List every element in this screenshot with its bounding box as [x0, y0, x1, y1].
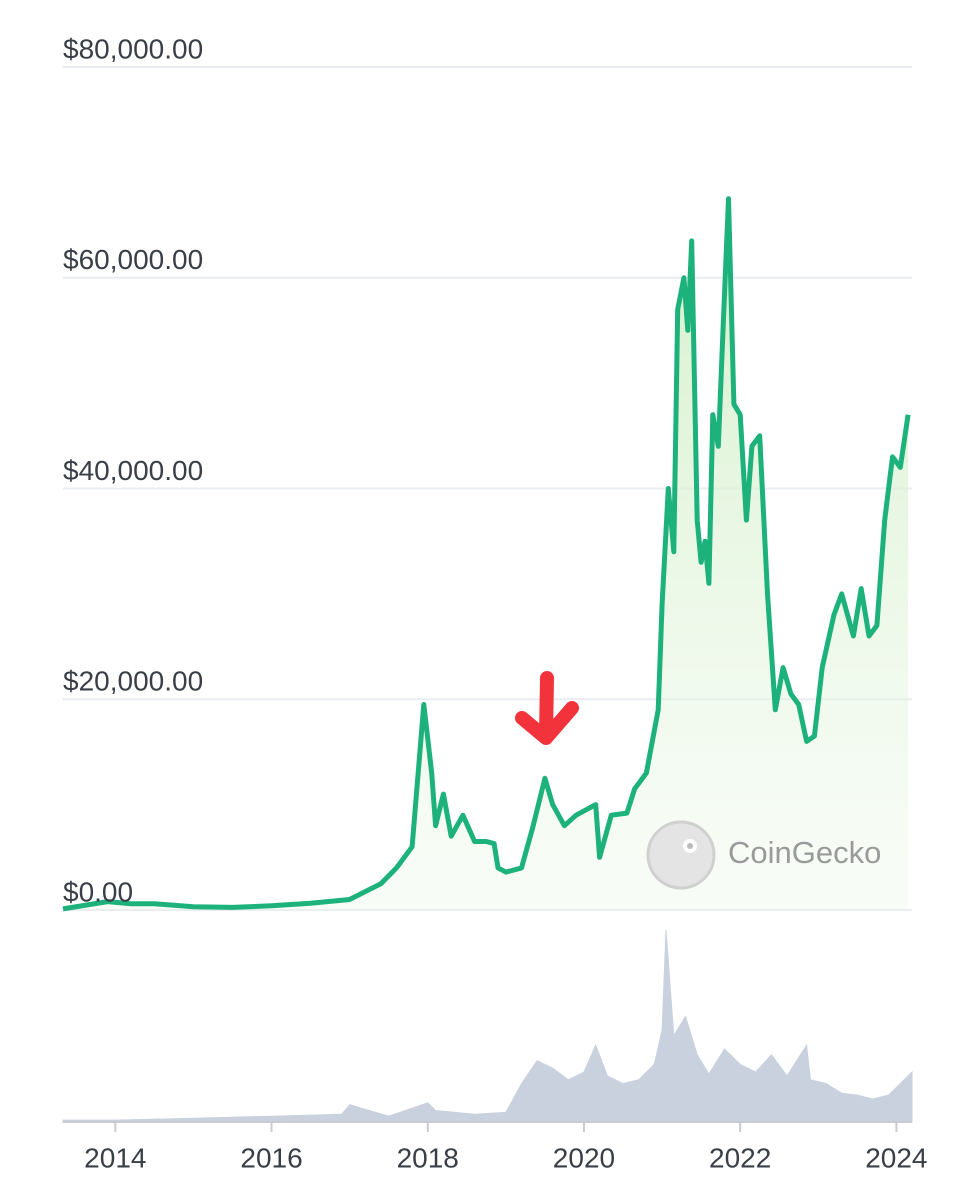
hand-drawn-arrow [515, 671, 579, 745]
y-tick-label: $80,000.00 [63, 33, 203, 64]
x-tick-label: 2022 [709, 1142, 771, 1173]
y-tick-label: $40,000.00 [63, 455, 203, 486]
volume-area [62, 929, 913, 1123]
y-tick-label: $0.00 [63, 876, 133, 907]
y-tick-label: $20,000.00 [63, 666, 203, 697]
x-tick-label: 2020 [553, 1142, 615, 1173]
y-tick-label: $60,000.00 [63, 244, 203, 275]
price-area [63, 198, 909, 910]
watermark: CoinGecko [728, 835, 881, 870]
x-tick-label: 2016 [240, 1142, 302, 1173]
x-tick-label: 2024 [865, 1142, 927, 1173]
x-tick-label: 2018 [397, 1142, 459, 1173]
price-line [62, 196, 911, 912]
watermark-logo [646, 820, 716, 890]
plot [62, 66, 913, 1132]
x-tick-label: 2014 [84, 1142, 146, 1173]
